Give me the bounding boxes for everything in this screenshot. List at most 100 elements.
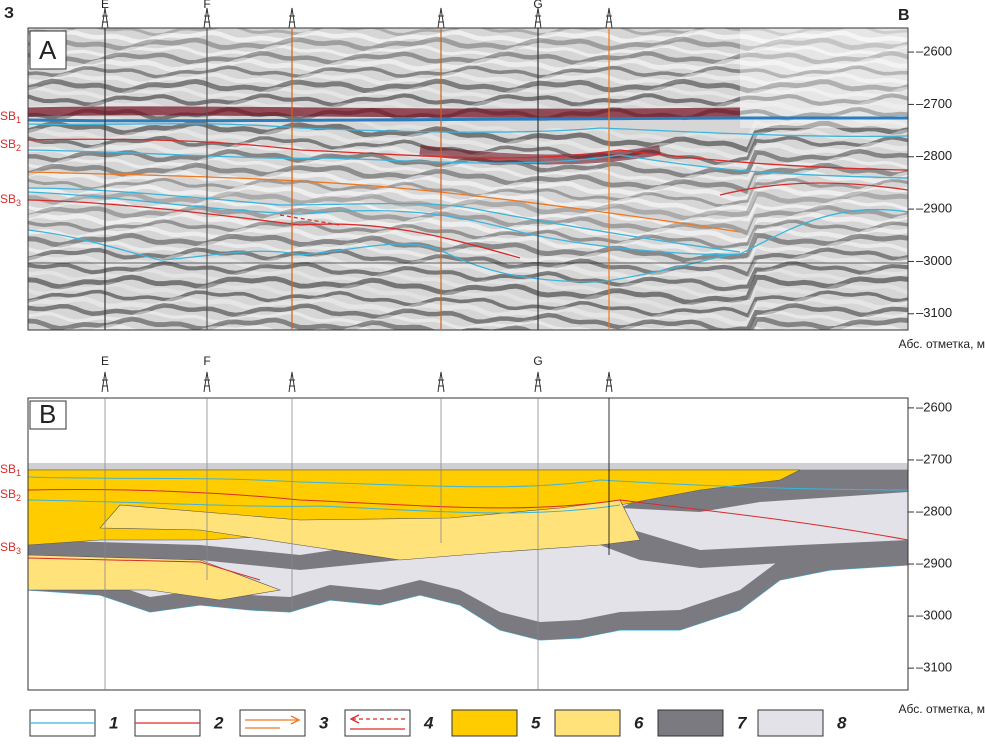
seismic-reflector: [28, 253, 908, 286]
seismic-reflector: [28, 156, 908, 184]
well-icon: [437, 371, 445, 393]
well-icon: [605, 7, 613, 29]
seismic-section: [28, 28, 908, 330]
seismic-reflector: [28, 232, 908, 263]
horizon-index: 1: [16, 115, 21, 125]
horizon-index: 3: [16, 546, 21, 556]
horizon-name: SB: [0, 462, 16, 476]
legend-label: 1: [109, 713, 118, 732]
y-tick-label: –2600: [916, 399, 952, 414]
well-label: E: [101, 354, 109, 368]
seismic-reflector: [28, 184, 908, 215]
well-icon: [101, 7, 109, 29]
seismic-reflector: [28, 219, 908, 250]
seismic-reflector: [28, 65, 908, 79]
y-tick-label: –3000: [916, 608, 952, 623]
y-tick-label: –2900: [916, 201, 952, 216]
horizon-label: SB1: [0, 462, 21, 478]
legend-label: 3: [319, 713, 329, 732]
well-icon: [605, 371, 613, 393]
axis-label: Абс. отметка, м: [899, 337, 985, 351]
seismic-reflector: [28, 78, 908, 94]
seismic-reflector: [28, 177, 908, 208]
well-icon: [288, 371, 296, 393]
seismic-reflector: [28, 191, 908, 221]
y-tick-label: –2900: [916, 555, 952, 570]
axis-label: Абс. отметка, м: [899, 702, 985, 716]
horizon-label: SB2: [0, 137, 21, 153]
horizon-name: SB: [0, 540, 16, 554]
legend-swatch: [451, 709, 518, 737]
seismic-reflector: [28, 240, 908, 269]
y-tick-label: –2800: [916, 503, 952, 518]
geological-model: [28, 463, 908, 641]
seismic-reflector: [28, 106, 741, 118]
y-tick-label: –2600: [916, 44, 952, 59]
legend-label: 6: [634, 713, 644, 732]
well-icon: [203, 7, 211, 29]
seismic-reflector: [28, 120, 908, 154]
legend-label: 4: [423, 713, 434, 732]
seismic-reflector: [28, 289, 908, 318]
legend-swatch: [239, 709, 306, 737]
well-label: G: [533, 0, 542, 11]
seismic-reflector: [419, 145, 661, 165]
seismic-reflector: [28, 169, 908, 202]
legend-swatch: [657, 709, 724, 737]
seismic-reflector: [28, 28, 908, 37]
well-icon: [437, 7, 445, 29]
horizon-name: SB: [0, 487, 16, 501]
seismic-reflector: [28, 86, 908, 100]
legend-label: 2: [213, 713, 224, 732]
horizon-name: SB: [0, 192, 16, 206]
panel-frame-b: [27, 397, 909, 691]
legend-label: 7: [737, 713, 748, 732]
y-tick-label: –3000: [916, 253, 952, 268]
y-tick-label: –3100: [916, 305, 952, 320]
horizon-label: SB3: [0, 540, 21, 556]
horizon-index: 2: [16, 143, 21, 153]
well-label: F: [203, 354, 210, 368]
seismic-reflector: [28, 316, 908, 330]
horizon-index: 2: [16, 493, 21, 503]
well-label: G: [533, 354, 542, 368]
seismic-reflector: [28, 72, 908, 87]
horizon-label: SB3: [0, 192, 21, 208]
seismic-reflector: [28, 282, 908, 311]
well-icon: [203, 371, 211, 393]
panel-label: А: [39, 35, 57, 65]
horizon-index: 3: [16, 198, 21, 208]
y-tick-label: –2700: [916, 451, 952, 466]
seismic-reflector: [28, 274, 908, 305]
seismic-reflector: [28, 50, 908, 66]
panel-label-box: [29, 400, 67, 430]
legend-arrow: [245, 715, 301, 729]
horizon-label: SB1: [0, 109, 21, 125]
seismic-reflector: [28, 296, 908, 327]
seismic-reflector: [28, 44, 908, 58]
y-tick-label: –2800: [916, 148, 952, 163]
legend-label: 8: [837, 713, 847, 732]
direction-east: В: [898, 7, 910, 24]
seismic-reflector: [28, 247, 908, 278]
legend-swatch: [344, 709, 411, 737]
seismic-zone: [740, 28, 908, 128]
horizon-name: SB: [0, 137, 16, 151]
seismic-reflector: [28, 29, 908, 45]
panel-label: В: [39, 399, 56, 429]
well-label: E: [101, 0, 109, 11]
interpretation-lines-a: [28, 116, 908, 283]
well-icon: [534, 371, 542, 393]
y-tick-label: –2700: [916, 96, 952, 111]
seismic-reflector: [28, 36, 908, 52]
y-tick-label: –3100: [916, 660, 952, 675]
legend-swatch: [554, 709, 621, 737]
direction-west: З: [4, 5, 14, 22]
well-icon: [288, 7, 296, 29]
panel-frame-a: [27, 27, 909, 331]
seismic-reflector: [28, 57, 908, 73]
panel-label-box: [29, 30, 67, 70]
legend-swatch: [757, 709, 824, 737]
seismic-reflector: [28, 198, 908, 227]
seismic-reflector: [28, 261, 908, 292]
